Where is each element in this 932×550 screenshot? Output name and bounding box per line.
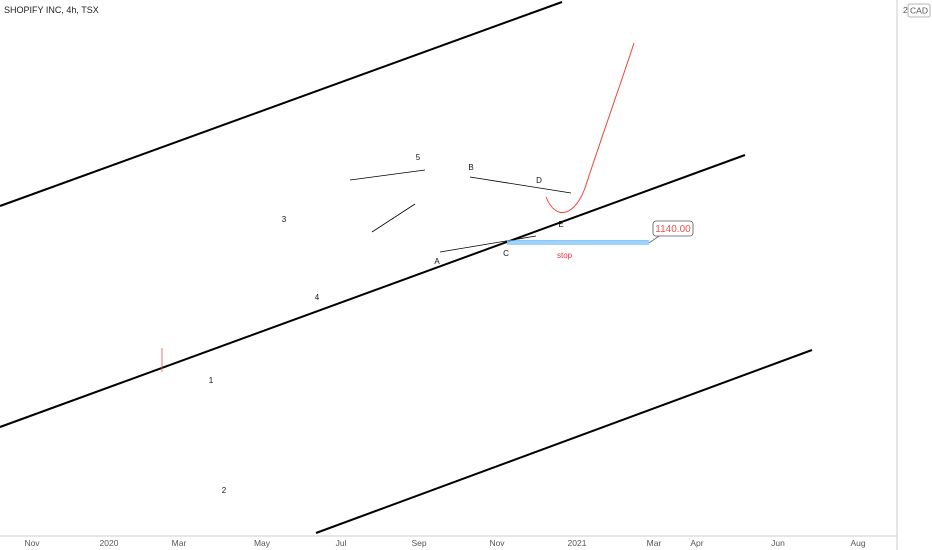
time-tick-label: Mar [647, 538, 662, 548]
stop-zone [507, 240, 649, 245]
time-tick-label: Apr [690, 538, 703, 548]
wave-label-e: E [558, 220, 563, 229]
stop-price-label: 1140.00 [655, 224, 691, 235]
time-tick-label: May [254, 538, 271, 548]
stop-label: stop [557, 251, 573, 260]
time-tick-label: 2021 [568, 538, 587, 548]
currency-button[interactable] [907, 3, 931, 18]
chart-title: SHOPIFY INC, 4h, TSX [4, 5, 99, 15]
time-tick-label: Aug [850, 538, 865, 548]
time-tick-label: Sep [411, 538, 426, 548]
time-tick-label: Nov [24, 538, 40, 548]
wave-label-a: A [434, 257, 440, 266]
wave-label-4: 4 [315, 293, 320, 302]
wave-label-c: C [503, 249, 509, 258]
channel-upper-line [0, 1, 563, 207]
wave-label-d: D [536, 176, 542, 185]
price-tick-label: 2 [903, 5, 908, 15]
wave-trendline [469, 176, 572, 194]
wave-label-1: 1 [209, 376, 214, 385]
channel-middle-line [0, 154, 746, 428]
wave-label-5: 5 [416, 153, 421, 162]
channel-lower-line [315, 349, 813, 534]
time-tick-label: Jul [336, 538, 347, 548]
time-tick-label: Jun [771, 538, 785, 548]
stop-callout-box [652, 220, 694, 237]
wave-label-2: 2 [222, 486, 227, 495]
time-tick-label: Mar [172, 538, 187, 548]
wave-trendline [439, 235, 537, 253]
time-tick-label: 2020 [100, 538, 119, 548]
wave-trendline [349, 169, 426, 181]
wave-trendline [371, 203, 416, 233]
wave-label-3: 3 [282, 215, 287, 224]
wave-label-b: B [468, 163, 473, 172]
currency-label[interactable]: CAD [910, 6, 928, 16]
projection-curve [545, 42, 635, 213]
time-tick-label: Nov [489, 538, 505, 548]
